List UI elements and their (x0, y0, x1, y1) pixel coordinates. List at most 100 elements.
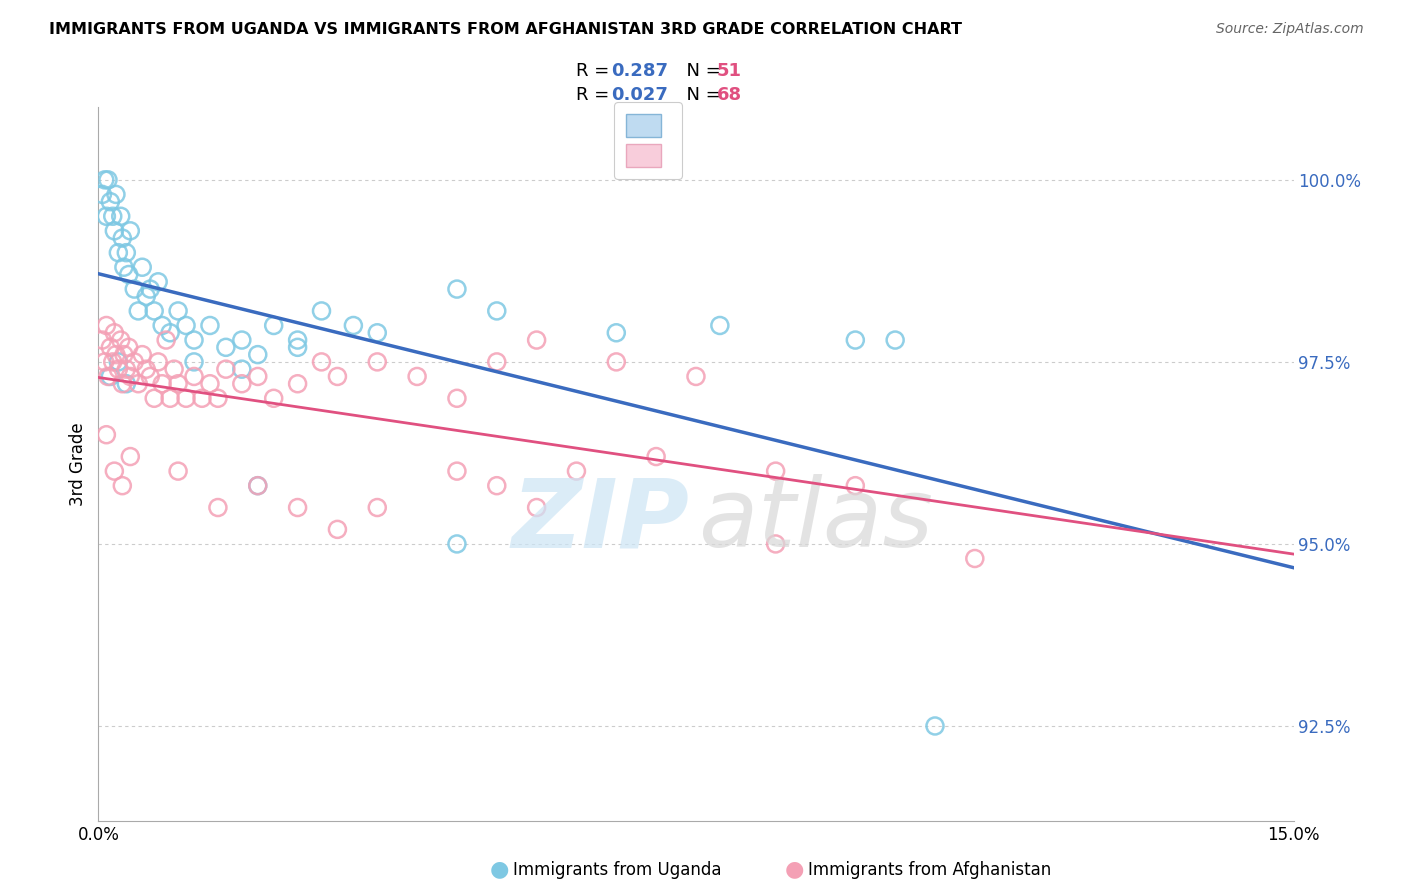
Y-axis label: 3rd Grade: 3rd Grade (69, 422, 87, 506)
Point (446, 282, 468, 296)
Point (112, 348, 135, 362)
Point (118, 340, 141, 354)
Point (207, 500, 229, 515)
Point (215, 362, 238, 376)
Point (366, 326, 388, 340)
Text: ●: ● (489, 860, 509, 880)
Point (287, 333, 309, 347)
Point (148, 355, 170, 369)
Point (287, 340, 309, 354)
Point (96, 427, 118, 442)
Text: Source: ZipAtlas.com: Source: ZipAtlas.com (1216, 22, 1364, 37)
Text: N =: N = (675, 62, 727, 80)
Point (124, 282, 146, 296)
Point (97, 369, 120, 384)
Point (183, 355, 205, 369)
Point (311, 304, 333, 318)
Point (326, 369, 349, 384)
Point (98, 340, 122, 354)
Point (143, 392, 166, 406)
Point (446, 392, 468, 406)
Point (844, 333, 866, 347)
Point (191, 392, 214, 406)
Text: Immigrants from Uganda: Immigrants from Uganda (513, 861, 721, 879)
Point (231, 376, 253, 391)
Point (446, 537, 468, 551)
Point (167, 464, 190, 478)
Text: 51: 51 (717, 62, 742, 80)
Point (207, 392, 229, 406)
Point (765, 537, 787, 551)
Point (150, 376, 173, 391)
Point (139, 369, 162, 384)
Point (167, 304, 190, 318)
Point (155, 333, 177, 347)
Point (150, 318, 173, 333)
Point (131, 348, 153, 362)
Point (263, 392, 285, 406)
Point (526, 333, 548, 347)
Text: ZIP: ZIP (512, 475, 689, 567)
Point (97, 173, 120, 187)
Point (326, 522, 349, 536)
Point (605, 326, 627, 340)
Point (174, 392, 197, 406)
Point (135, 362, 157, 376)
Point (446, 464, 468, 478)
Point (127, 304, 149, 318)
Point (174, 318, 197, 333)
Point (198, 376, 221, 391)
Point (101, 355, 124, 369)
Point (366, 355, 388, 369)
Point (148, 275, 170, 289)
Point (103, 326, 125, 340)
Point (485, 355, 508, 369)
Point (107, 355, 129, 369)
Point (94, 173, 117, 187)
Point (98, 194, 122, 209)
Point (485, 304, 508, 318)
Point (110, 209, 132, 223)
Point (115, 376, 138, 391)
Point (96, 209, 118, 223)
Point (120, 224, 142, 238)
Text: 0.287: 0.287 (612, 62, 669, 80)
Point (110, 333, 132, 347)
Point (127, 376, 149, 391)
Point (103, 464, 125, 478)
Point (246, 478, 269, 492)
Point (112, 260, 135, 275)
Text: atlas: atlas (697, 475, 934, 567)
Point (91, 187, 114, 202)
Point (111, 376, 134, 391)
Point (406, 369, 429, 384)
Point (104, 348, 127, 362)
Point (120, 369, 142, 384)
Point (94, 355, 117, 369)
Point (924, 719, 946, 733)
Point (605, 355, 627, 369)
Point (246, 369, 269, 384)
Point (342, 318, 364, 333)
Text: R =: R = (576, 87, 616, 104)
Point (120, 450, 142, 464)
Point (287, 376, 309, 391)
Point (115, 362, 138, 376)
Point (198, 318, 221, 333)
Text: N =: N = (675, 87, 727, 104)
Point (366, 500, 388, 515)
Point (485, 478, 508, 492)
Text: 68: 68 (717, 87, 742, 104)
Text: ●: ● (785, 860, 804, 880)
Point (183, 333, 205, 347)
Point (159, 392, 181, 406)
Point (131, 260, 153, 275)
Point (91, 333, 114, 347)
Point (111, 478, 134, 492)
Point (163, 362, 186, 376)
Point (104, 187, 127, 202)
Point (107, 245, 129, 260)
Point (143, 304, 166, 318)
Point (884, 333, 907, 347)
Point (118, 268, 141, 282)
